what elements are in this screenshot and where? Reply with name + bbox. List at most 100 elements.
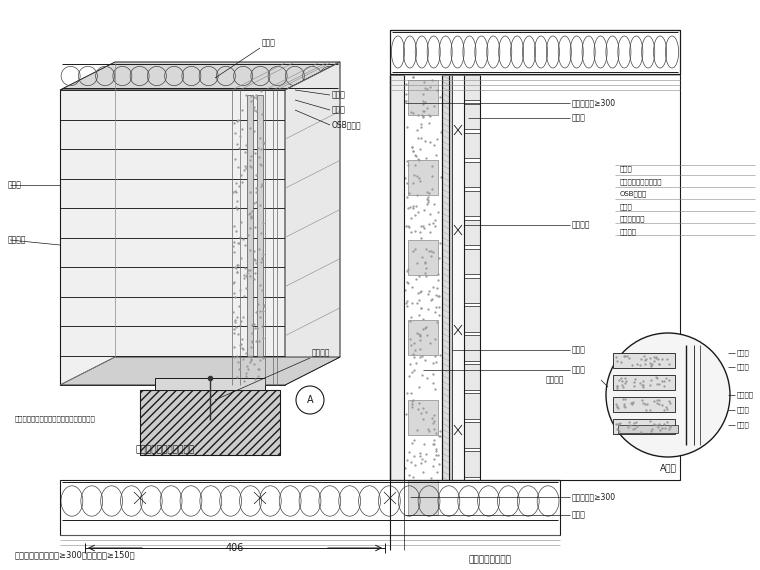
- Point: [660, 373, 672, 382]
- Point: [427, 439, 439, 449]
- Text: 呼吸纸: 呼吸纸: [620, 203, 633, 210]
- Point: [427, 219, 439, 228]
- Point: [230, 129, 242, 138]
- Point: [239, 162, 251, 171]
- Point: [256, 286, 268, 295]
- Point: [257, 218, 269, 227]
- Point: [244, 208, 256, 217]
- Point: [401, 301, 413, 310]
- Point: [615, 373, 627, 382]
- Point: [401, 388, 413, 397]
- Point: [427, 359, 439, 368]
- Point: [644, 353, 656, 363]
- Bar: [60, 208, 285, 238]
- Text: OSB结构板: OSB结构板: [332, 120, 362, 129]
- Point: [245, 342, 257, 351]
- Point: [613, 418, 625, 428]
- Point: [231, 312, 243, 321]
- Point: [243, 210, 255, 219]
- Bar: [408, 400, 438, 435]
- Point: [641, 355, 653, 364]
- Point: [630, 417, 642, 426]
- Point: [424, 111, 436, 120]
- Point: [428, 410, 440, 420]
- Point: [257, 250, 269, 259]
- Point: [400, 89, 412, 99]
- Point: [626, 399, 638, 408]
- Bar: [60, 238, 285, 267]
- Point: [407, 349, 419, 359]
- Bar: [464, 133, 480, 158]
- Point: [235, 316, 247, 325]
- Point: [407, 395, 420, 404]
- Point: [426, 172, 438, 181]
- Point: [423, 220, 435, 229]
- Point: [621, 352, 633, 361]
- Point: [645, 426, 657, 435]
- Point: [410, 171, 423, 180]
- Bar: [464, 393, 480, 419]
- Point: [414, 449, 426, 458]
- Point: [644, 381, 656, 390]
- Point: [250, 308, 262, 317]
- Point: [628, 381, 640, 390]
- Point: [432, 311, 445, 320]
- Point: [423, 286, 435, 295]
- Point: [415, 304, 427, 313]
- Point: [611, 356, 623, 365]
- Point: [418, 206, 430, 215]
- Point: [613, 426, 625, 435]
- Point: [620, 377, 632, 386]
- Point: [407, 202, 420, 211]
- Point: [250, 184, 262, 193]
- Point: [635, 361, 647, 370]
- Point: [429, 215, 441, 225]
- Point: [246, 338, 258, 347]
- Point: [246, 328, 258, 337]
- Point: [626, 360, 638, 369]
- Point: [664, 422, 676, 431]
- Point: [231, 260, 243, 269]
- Point: [616, 382, 629, 392]
- Point: [428, 439, 440, 449]
- Point: [249, 323, 261, 332]
- Point: [417, 107, 429, 116]
- Point: [244, 246, 256, 255]
- Point: [249, 126, 261, 135]
- Point: [421, 200, 433, 209]
- Point: [228, 352, 240, 361]
- Point: [419, 259, 431, 268]
- Point: [433, 431, 445, 441]
- Point: [426, 413, 438, 422]
- Text: 顺水条空气层: 顺水条空气层: [620, 215, 645, 222]
- Point: [420, 323, 432, 332]
- Point: [258, 138, 270, 147]
- Point: [255, 257, 268, 266]
- Point: [420, 98, 432, 107]
- Point: [400, 79, 412, 88]
- Point: [619, 351, 632, 360]
- Point: [236, 125, 248, 134]
- Point: [227, 241, 239, 250]
- Point: [433, 460, 445, 469]
- Point: [432, 292, 445, 301]
- Point: [646, 360, 658, 369]
- Point: [414, 288, 426, 297]
- Point: [663, 375, 675, 384]
- Point: [227, 324, 239, 333]
- Point: [640, 405, 652, 414]
- Point: [409, 160, 421, 169]
- Point: [661, 405, 673, 414]
- Point: [663, 396, 675, 405]
- Text: 外墙挂板: 外墙挂板: [572, 221, 591, 230]
- Point: [661, 418, 673, 427]
- Point: [249, 106, 261, 115]
- Point: [240, 164, 252, 173]
- Point: [403, 372, 415, 381]
- Point: [405, 458, 417, 467]
- Point: [622, 422, 635, 431]
- Point: [627, 398, 639, 407]
- Point: [249, 258, 261, 267]
- Point: [652, 379, 664, 388]
- Point: [648, 356, 660, 365]
